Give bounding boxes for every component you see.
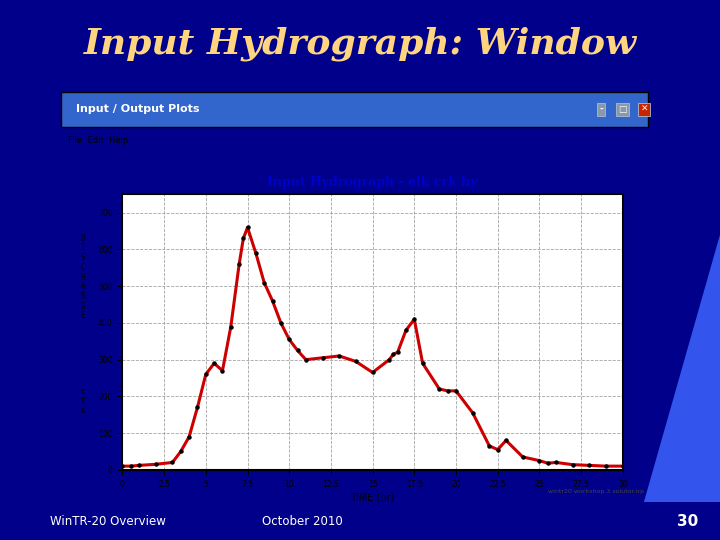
Text: 30: 30	[677, 514, 698, 529]
Text: -: -	[599, 105, 603, 114]
Text: File  Edit  Help: File Edit Help	[68, 136, 129, 145]
Title: Input Hydrograph - elk crk hy: Input Hydrograph - elk crk hy	[267, 176, 478, 189]
Text: October 2010: October 2010	[262, 515, 343, 528]
Text: ✕: ✕	[641, 105, 648, 114]
Text: c
t
s: c t s	[81, 387, 85, 415]
Text: wintr20 workshop 3 solutor.irp: wintr20 workshop 3 solutor.irp	[549, 489, 644, 494]
Text: D
I
S
C
H
A
R
G
E: D I S C H A R G E	[81, 234, 85, 320]
FancyBboxPatch shape	[61, 92, 648, 127]
Text: □: □	[618, 105, 627, 114]
Polygon shape	[644, 235, 720, 502]
Text: WinTR-20 Overview: WinTR-20 Overview	[50, 515, 166, 528]
X-axis label: TIME (hr): TIME (hr)	[351, 492, 395, 503]
Text: Input / Output Plots: Input / Output Plots	[76, 104, 199, 114]
Text: Input Hydrograph: Window: Input Hydrograph: Window	[84, 27, 636, 62]
